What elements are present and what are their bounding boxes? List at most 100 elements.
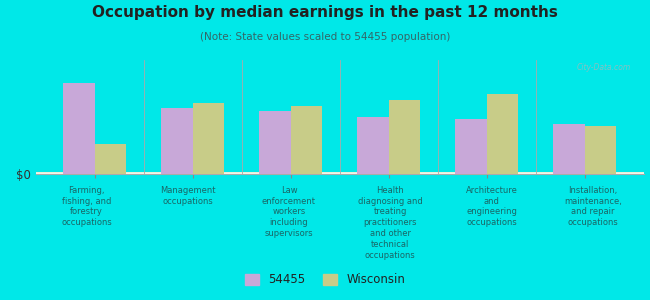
Bar — [36, 172, 644, 174]
Bar — [36, 172, 644, 173]
Bar — [36, 173, 644, 174]
Bar — [36, 172, 644, 173]
Bar — [36, 173, 644, 174]
Bar — [36, 172, 644, 174]
Bar — [36, 172, 644, 173]
Bar — [36, 173, 644, 174]
Bar — [36, 172, 644, 173]
Bar — [36, 172, 644, 173]
Bar — [36, 173, 644, 174]
Bar — [36, 172, 644, 173]
Bar — [36, 172, 644, 174]
Bar — [36, 173, 644, 174]
Bar — [36, 172, 644, 174]
Text: (Note: State values scaled to 54455 population): (Note: State values scaled to 54455 popu… — [200, 32, 450, 41]
Bar — [584, 126, 616, 174]
Bar — [36, 172, 644, 173]
Bar — [36, 172, 644, 173]
Bar — [36, 172, 644, 173]
Bar — [36, 172, 644, 173]
Bar — [36, 172, 644, 174]
Bar — [36, 172, 644, 173]
Bar — [36, 172, 644, 174]
Bar — [36, 172, 644, 173]
Bar — [36, 172, 644, 173]
Bar — [36, 172, 644, 173]
Bar — [192, 103, 224, 174]
Text: Architecture
and
engineering
occupations: Architecture and engineering occupations — [465, 186, 517, 227]
Bar — [36, 173, 644, 174]
Text: Occupation by median earnings in the past 12 months: Occupation by median earnings in the pas… — [92, 4, 558, 20]
Bar — [36, 172, 644, 173]
Legend: 54455, Wisconsin: 54455, Wisconsin — [240, 269, 410, 291]
Bar — [36, 172, 644, 173]
Bar — [95, 144, 126, 174]
Text: City-Data.com: City-Data.com — [577, 63, 631, 72]
Bar — [36, 173, 644, 174]
Bar — [36, 172, 644, 173]
Bar — [36, 172, 644, 173]
Bar — [36, 172, 644, 174]
Bar — [36, 172, 644, 173]
Bar — [36, 173, 644, 174]
Bar — [36, 173, 644, 174]
Bar — [36, 172, 644, 173]
Bar — [36, 173, 644, 174]
Bar — [36, 172, 644, 173]
Bar — [36, 172, 644, 173]
Bar — [36, 172, 644, 173]
Bar — [36, 172, 644, 174]
Bar — [36, 172, 644, 174]
Text: Installation,
maintenance,
and repair
occupations: Installation, maintenance, and repair oc… — [564, 186, 622, 227]
Bar — [36, 172, 644, 174]
Bar — [36, 173, 644, 174]
Bar — [36, 172, 644, 174]
Bar — [36, 172, 644, 173]
Bar — [36, 172, 644, 173]
Bar — [36, 173, 644, 174]
Text: Management
occupations: Management occupations — [160, 186, 215, 206]
Bar — [36, 172, 644, 173]
Bar — [36, 173, 644, 174]
Bar — [36, 172, 644, 174]
Bar — [36, 172, 644, 173]
Bar — [36, 172, 644, 173]
Bar — [36, 172, 644, 173]
Bar — [36, 172, 644, 174]
Text: Health
diagnosing and
treating
practitioners
and other
technical
occupations: Health diagnosing and treating practitio… — [358, 186, 422, 260]
Bar — [36, 172, 644, 174]
Bar — [358, 117, 389, 174]
Bar — [36, 172, 644, 174]
Bar — [36, 172, 644, 174]
Bar — [36, 172, 644, 173]
Bar — [36, 172, 644, 173]
Bar — [36, 172, 644, 173]
Bar — [36, 172, 644, 174]
Bar — [36, 172, 644, 173]
Bar — [389, 100, 420, 174]
Bar — [36, 172, 644, 173]
Bar — [36, 172, 644, 173]
Bar — [36, 172, 644, 174]
Bar — [36, 172, 644, 173]
Bar — [36, 172, 644, 174]
Bar — [36, 173, 644, 174]
Bar — [36, 172, 644, 173]
Text: Farming,
fishing, and
forestry
occupations: Farming, fishing, and forestry occupatio… — [61, 186, 112, 227]
Bar — [36, 172, 644, 173]
Bar — [36, 172, 644, 174]
Bar — [36, 172, 644, 173]
Bar — [36, 172, 644, 173]
Bar — [455, 119, 487, 174]
Bar — [36, 172, 644, 173]
Bar — [36, 172, 644, 173]
Bar — [36, 172, 644, 173]
Bar — [36, 173, 644, 174]
Bar — [161, 108, 192, 174]
Bar — [36, 172, 644, 173]
Bar — [36, 172, 644, 173]
Bar — [259, 111, 291, 174]
Bar — [36, 172, 644, 173]
Bar — [36, 172, 644, 174]
Bar — [36, 172, 644, 173]
